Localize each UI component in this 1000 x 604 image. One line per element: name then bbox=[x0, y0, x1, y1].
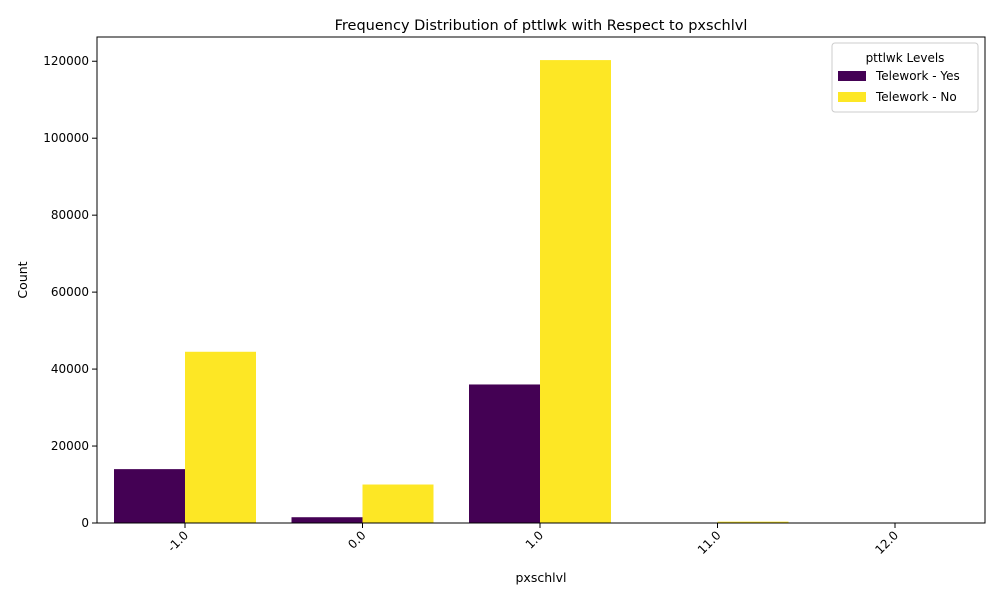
legend-swatch bbox=[838, 71, 866, 81]
y-tick-label: 0 bbox=[81, 516, 89, 530]
y-axis: 0 20000 40000 60000 80000 100000 120000 bbox=[43, 54, 97, 530]
legend-swatch bbox=[838, 92, 866, 102]
x-axis: -1.0 0.0 1.0 11.0 12.0 bbox=[165, 523, 901, 557]
x-tick-label: 0.0 bbox=[345, 528, 368, 551]
y-tick-label: 120000 bbox=[43, 54, 89, 68]
legend-title: pttlwk Levels bbox=[866, 51, 945, 65]
chart-title: Frequency Distribution of pttlwk with Re… bbox=[335, 18, 748, 34]
y-tick-label: 100000 bbox=[43, 131, 89, 145]
x-tick-label: -1.0 bbox=[165, 528, 191, 554]
bar-no-0 bbox=[185, 352, 256, 523]
x-tick-label: 12.0 bbox=[872, 528, 901, 557]
y-tick-label: 20000 bbox=[51, 439, 89, 453]
y-tick-label: 40000 bbox=[51, 362, 89, 376]
bar-yes-0 bbox=[114, 469, 185, 523]
y-tick-label: 80000 bbox=[51, 208, 89, 222]
bars-layer bbox=[114, 60, 966, 523]
y-axis-label: Count bbox=[15, 261, 30, 298]
bar-yes-1 bbox=[292, 517, 363, 523]
y-tick-label: 60000 bbox=[51, 285, 89, 299]
legend-label: Telework - Yes bbox=[875, 69, 960, 83]
bar-yes-2 bbox=[469, 384, 540, 523]
legend-label: Telework - No bbox=[875, 90, 957, 104]
bar-no-2 bbox=[540, 60, 611, 523]
bar-no-1 bbox=[363, 485, 434, 523]
legend: pttlwk Levels Telework - Yes Telework - N… bbox=[832, 43, 978, 112]
x-tick-label: 11.0 bbox=[695, 528, 724, 557]
x-axis-label: pxschlvl bbox=[516, 570, 567, 585]
x-tick-label: 1.0 bbox=[523, 528, 546, 551]
